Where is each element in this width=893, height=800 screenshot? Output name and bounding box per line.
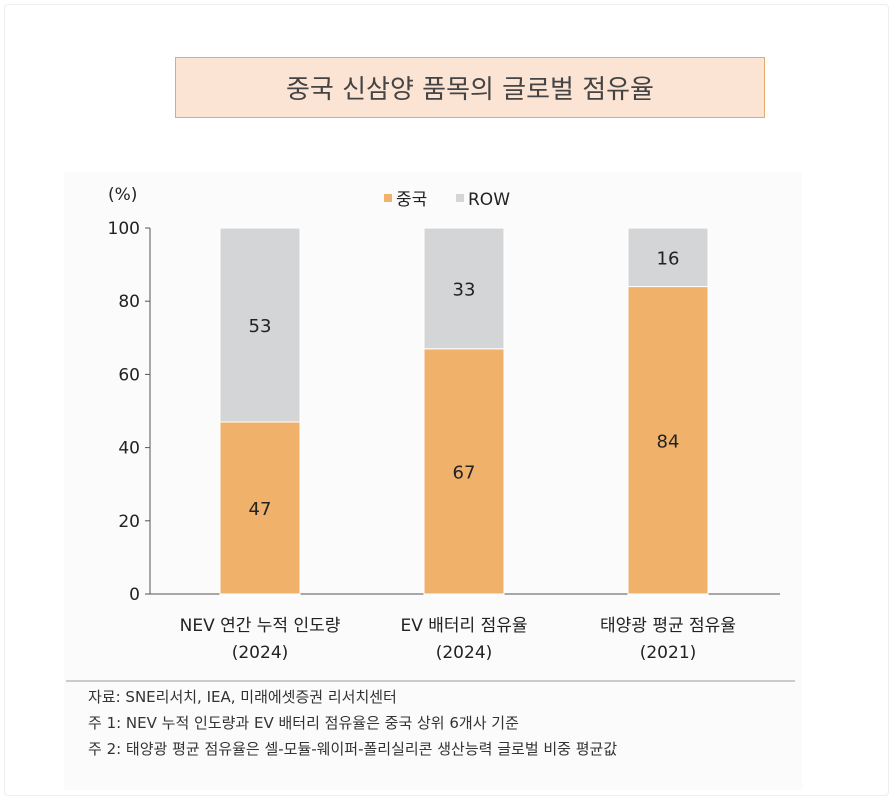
data-label: 84 (657, 431, 680, 452)
bar-china (423, 348, 505, 595)
data-label: 16 (657, 248, 680, 269)
y-tick-label: 80 (118, 292, 140, 312)
bar-china (219, 421, 301, 595)
bar-row (423, 227, 505, 350)
figure-frame (4, 4, 889, 796)
y-axis-label: (%) (108, 185, 137, 205)
data-label: 47 (249, 499, 272, 520)
legend-label: 중국 (396, 190, 427, 210)
y-tick-label: 40 (118, 439, 140, 459)
y-tick-label: 20 (118, 512, 140, 532)
x-tick-year: (2021) (640, 643, 697, 663)
y-tick-label: 0 (129, 585, 140, 605)
x-tick-year: (2024) (436, 643, 493, 663)
notes: 자료: SNE리서치, IEA, 미래에셋증권 리서치센터 주 1: NEV 누… (88, 684, 617, 762)
x-tick-label: EV 배터리 점유율 (400, 616, 527, 636)
legend-label: ROW (468, 190, 510, 210)
x-tick-year: (2024) (232, 643, 289, 663)
bar-china (627, 286, 709, 595)
x-tick-label: 태양광 평균 점유율 (600, 616, 736, 636)
source-note: 자료: SNE리서치, IEA, 미래에셋증권 리서치센터 (88, 688, 397, 706)
y-tick-label: 60 (118, 365, 140, 385)
y-tick-label: 100 (108, 219, 140, 239)
data-label: 33 (453, 279, 476, 300)
chart-title: 중국 신삼양 품목의 글로벌 점유율 (175, 57, 765, 118)
footnote-2: 주 2: 태양광 평균 점유율은 셀-모듈-웨이퍼-폴리실리콘 생산능력 글로벌… (88, 740, 618, 758)
footnote-1: 주 1: NEV 누적 인도량과 EV 배터리 점유율은 중국 상위 6개사 기… (88, 714, 519, 732)
bar-row (627, 227, 709, 288)
data-label: 53 (249, 316, 272, 337)
legend-swatch (456, 194, 464, 202)
legend-swatch (384, 194, 392, 202)
x-tick-label: NEV 연간 누적 인도량 (180, 616, 341, 636)
bar-row (219, 227, 301, 423)
data-label: 67 (453, 462, 476, 483)
